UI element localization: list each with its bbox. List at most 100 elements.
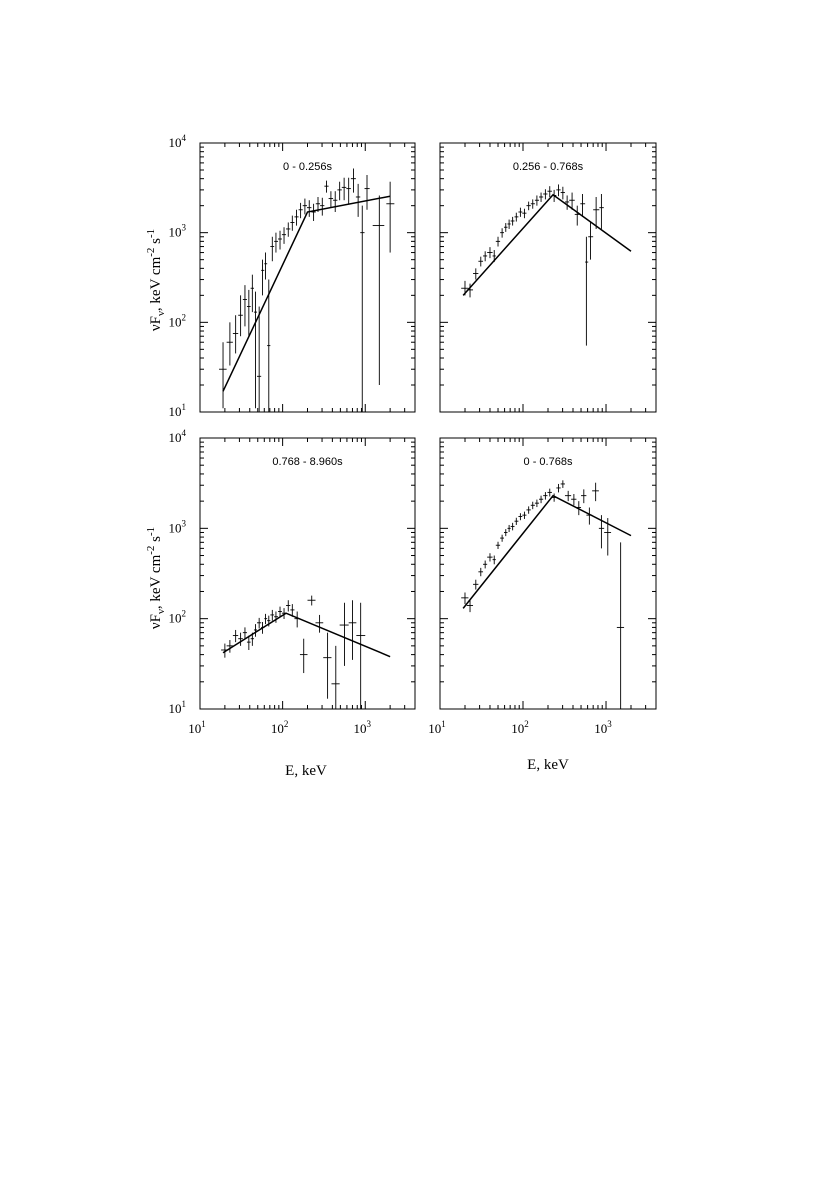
data-point (574, 205, 581, 226)
data-point (337, 181, 342, 201)
data-point (257, 306, 262, 412)
x-tick-label: 103 (354, 719, 372, 736)
panel-0256-0768s: 0.256 - 0.768s (439, 142, 657, 413)
data-point (364, 174, 370, 210)
data-point (270, 609, 275, 621)
model-fit-line (222, 195, 391, 392)
data-point (556, 483, 561, 493)
data-point (599, 193, 604, 229)
data-point (534, 195, 540, 206)
data-point (267, 279, 271, 412)
data-point (323, 632, 332, 699)
panel-0-0768s: 101 102 103 0 - 0.768s (428, 437, 657, 736)
data-point (264, 252, 268, 280)
y-axis-title-top: νFν, keV cm-2 s-1 (145, 229, 167, 331)
data-point (522, 208, 527, 219)
data-point (585, 236, 589, 346)
data-point (274, 232, 279, 253)
data-point (560, 186, 565, 200)
y-tick-label: 104 (169, 428, 187, 445)
data-point (487, 247, 493, 259)
data-point (286, 600, 291, 612)
data-point (564, 490, 572, 502)
data-point (539, 495, 544, 504)
data-point (331, 645, 340, 709)
model-fit-line (462, 193, 632, 296)
data-point (302, 198, 307, 215)
data-point (581, 489, 587, 504)
data-point (346, 177, 351, 204)
data-point (543, 492, 548, 500)
data-point (286, 222, 291, 237)
data-point (219, 342, 227, 409)
data-point (232, 315, 239, 354)
data-point (473, 268, 479, 280)
plot-frame (199, 437, 416, 710)
panel-title: 0 - 0.256s (283, 161, 332, 173)
data-point (324, 180, 329, 193)
data-point (246, 289, 251, 337)
data-point (306, 200, 312, 217)
data-point (487, 553, 493, 562)
data-point (298, 202, 303, 219)
y-tick-label: 103 (169, 518, 187, 535)
data-point (518, 207, 523, 217)
data-point (290, 215, 295, 231)
data-point (339, 602, 349, 666)
data-point (333, 191, 338, 213)
data-point (299, 638, 308, 674)
data-point (274, 611, 279, 623)
y-tick-label: 104 (169, 133, 187, 150)
data-point (571, 493, 577, 506)
data-point (311, 203, 316, 221)
data-point (510, 216, 515, 226)
data-point (281, 227, 287, 244)
data-point (307, 595, 316, 606)
data-point (242, 627, 247, 639)
data-point (483, 251, 488, 262)
panel-title: 0.768 - 8.960s (272, 456, 343, 468)
data-point (355, 183, 361, 217)
model-fit-line (222, 612, 391, 658)
data-point (500, 228, 504, 238)
data-point (547, 186, 552, 197)
data-point (495, 541, 501, 550)
x-tick-label: 103 (594, 719, 612, 736)
data-point (328, 191, 334, 208)
data-point (507, 524, 511, 533)
data-point (320, 197, 325, 216)
data-point (547, 488, 552, 497)
data-point (478, 567, 484, 577)
data-point (500, 534, 504, 542)
data-point (473, 579, 479, 590)
data-point (526, 506, 531, 514)
data-point (539, 192, 544, 202)
plot-frame (439, 437, 657, 710)
y-tick-label: 103 (169, 223, 187, 240)
data-point (226, 640, 233, 653)
data-point (290, 604, 295, 617)
data-point (530, 199, 535, 209)
data-point (294, 611, 300, 628)
x-tick-label: 101 (188, 719, 206, 736)
data-point (569, 192, 575, 210)
x-axis-title-right: E, keV (527, 757, 569, 773)
panel-title: 0 - 0.768s (524, 456, 573, 468)
data-point (593, 196, 600, 229)
data-point (483, 560, 488, 569)
data-point (492, 555, 496, 565)
y-tick-label: 101 (169, 402, 187, 419)
y-tick-label: 101 (169, 699, 187, 716)
data-point (261, 259, 265, 296)
data-point (518, 513, 523, 521)
data-point (250, 274, 254, 313)
data-point (350, 168, 356, 193)
data-point (556, 184, 561, 197)
data-point (592, 482, 599, 502)
data-point (588, 222, 594, 260)
y-tick-label: 102 (169, 609, 187, 626)
data-point (360, 205, 365, 412)
panel-0768-8960s: 101 102 103 101 102 103 104 0.768 - 8.960s (169, 428, 416, 736)
data-point (264, 613, 268, 625)
